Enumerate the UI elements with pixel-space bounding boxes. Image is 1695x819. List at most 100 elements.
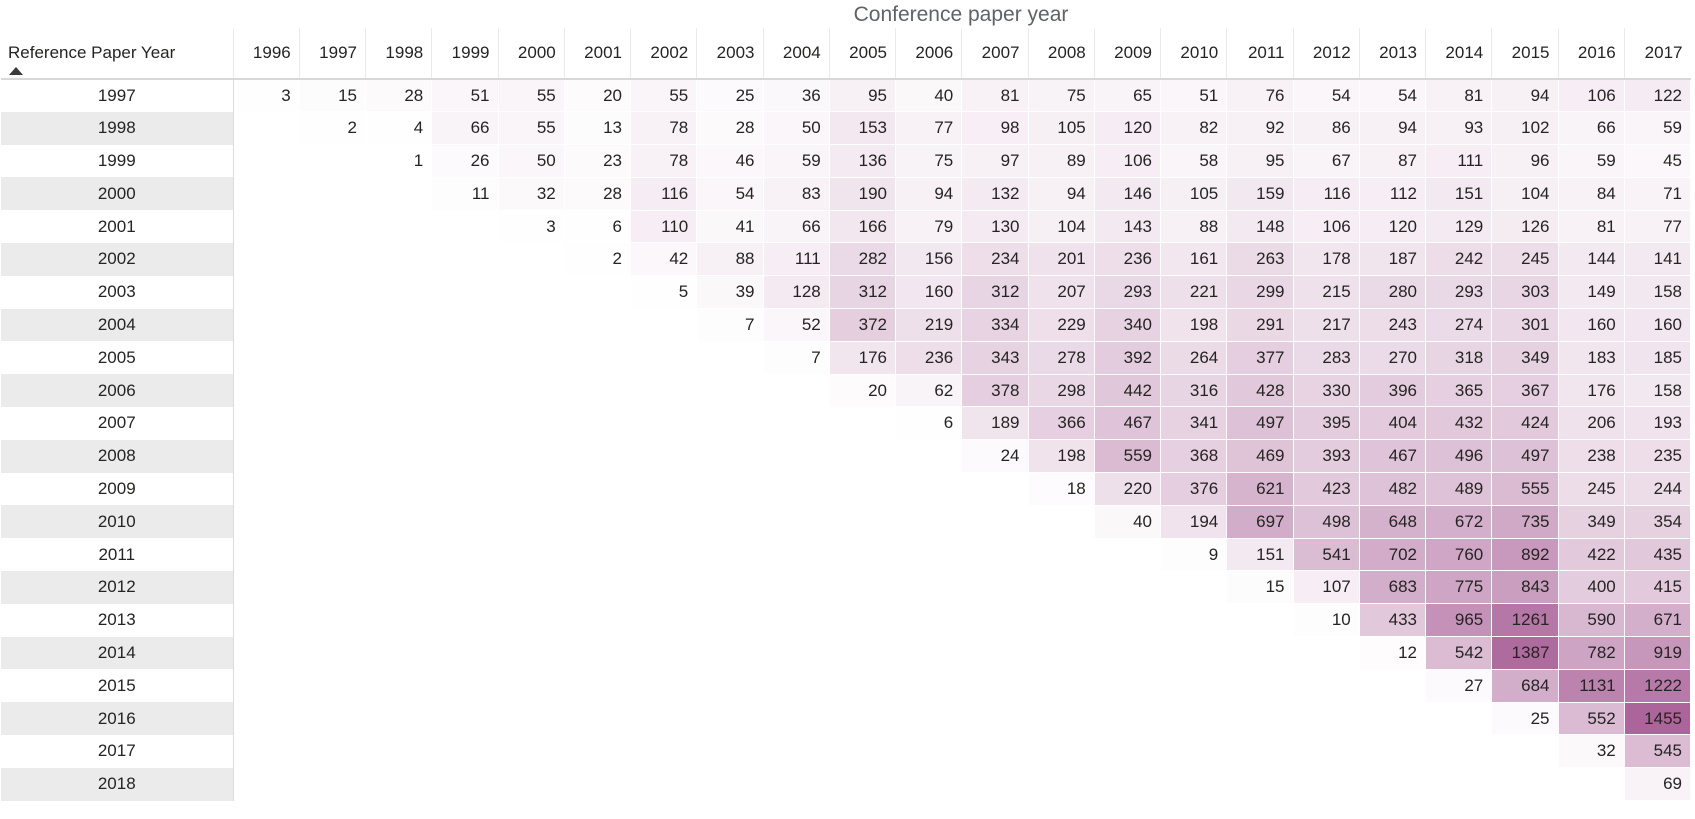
cell-1998-2010[interactable]: 82: [1160, 111, 1228, 146]
cell-2009-2010[interactable]: 376: [1160, 472, 1228, 506]
cell-1998-2017[interactable]: 59: [1624, 111, 1692, 146]
cell-1997-2015[interactable]: 94: [1491, 79, 1559, 113]
cell-2008-2013[interactable]: 467: [1359, 439, 1427, 474]
cell-1999-2007[interactable]: 97: [961, 144, 1029, 178]
cell-1998-2016[interactable]: 66: [1558, 111, 1625, 146]
column-header-2001[interactable]: 2001: [563, 28, 631, 80]
row-header-2013[interactable]: 2013: [1, 603, 234, 637]
cell-2011-2015[interactable]: 892: [1491, 538, 1559, 572]
cell-2000-2000[interactable]: 32: [498, 177, 565, 211]
cell-2001-2011[interactable]: 148: [1226, 210, 1294, 244]
cell-2003-2014[interactable]: 293: [1425, 275, 1493, 310]
cell-2012-2014[interactable]: 775: [1425, 570, 1493, 605]
cell-2012-2017[interactable]: 415: [1624, 570, 1692, 605]
cell-2006-2016[interactable]: 176: [1558, 374, 1625, 408]
cell-1998-2003[interactable]: 28: [696, 111, 764, 146]
cell-2013-2013[interactable]: 433: [1359, 603, 1427, 638]
cell-1998-2000[interactable]: 55: [498, 111, 565, 146]
row-header-title[interactable]: Reference Paper Year: [1, 28, 233, 80]
cell-2014-2014[interactable]: 542: [1425, 636, 1493, 670]
column-header-2000[interactable]: 2000: [497, 28, 565, 80]
cell-1999-2004[interactable]: 59: [763, 144, 830, 178]
cell-2008-2008[interactable]: 198: [1028, 439, 1095, 474]
cell-2006-2015[interactable]: 367: [1491, 374, 1559, 408]
cell-2004-2011[interactable]: 291: [1226, 308, 1294, 342]
cell-2005-2010[interactable]: 264: [1160, 341, 1228, 375]
cell-2000-2003[interactable]: 54: [696, 177, 764, 211]
cell-2005-2006[interactable]: 236: [895, 341, 963, 375]
sort-ascending-icon[interactable]: [9, 67, 23, 75]
cell-1997-2013[interactable]: 54: [1359, 79, 1427, 113]
cell-2000-2013[interactable]: 112: [1359, 177, 1427, 211]
cell-2002-2002[interactable]: 42: [630, 242, 698, 277]
cell-2008-2017[interactable]: 235: [1624, 439, 1692, 474]
column-header-2016[interactable]: 2016: [1557, 28, 1625, 80]
cell-2008-2015[interactable]: 497: [1491, 439, 1559, 474]
row-header-2010[interactable]: 2010: [1, 505, 234, 539]
cell-2016-2017[interactable]: 1455: [1624, 702, 1692, 736]
row-header-2016[interactable]: 2016: [1, 702, 234, 735]
column-header-2002[interactable]: 2002: [629, 28, 697, 80]
cell-1997-2005[interactable]: 95: [829, 79, 897, 113]
cell-2001-2002[interactable]: 110: [630, 210, 698, 244]
cell-2001-2006[interactable]: 79: [895, 210, 963, 244]
cell-1997-2010[interactable]: 51: [1160, 79, 1228, 113]
cell-2008-2012[interactable]: 393: [1293, 439, 1360, 474]
cell-1997-2003[interactable]: 25: [696, 79, 764, 113]
column-header-2011[interactable]: 2011: [1226, 28, 1293, 80]
cell-2000-2017[interactable]: 71: [1624, 177, 1692, 211]
column-header-1999[interactable]: 1999: [431, 28, 498, 80]
cell-2003-2011[interactable]: 299: [1226, 275, 1294, 310]
row-header-2001[interactable]: 2001: [1, 210, 234, 243]
cell-1999-2000[interactable]: 50: [498, 144, 565, 178]
cell-1997-1999[interactable]: 51: [431, 79, 499, 113]
cell-2010-2015[interactable]: 735: [1491, 505, 1559, 539]
cell-2007-2012[interactable]: 395: [1293, 406, 1360, 441]
cell-2015-2014[interactable]: 27: [1425, 669, 1493, 703]
cell-1997-1997[interactable]: 15: [299, 79, 367, 113]
cell-2004-2008[interactable]: 229: [1028, 308, 1095, 342]
row-header-2004[interactable]: 2004: [1, 308, 234, 342]
cell-1997-1998[interactable]: 28: [365, 79, 433, 113]
cell-1998-1997[interactable]: 2: [299, 111, 367, 146]
cell-2010-2011[interactable]: 697: [1226, 505, 1294, 539]
cell-2002-2005[interactable]: 282: [829, 242, 897, 277]
cell-2011-2017[interactable]: 435: [1624, 538, 1692, 572]
cell-2002-2010[interactable]: 161: [1160, 242, 1228, 277]
cell-2003-2010[interactable]: 221: [1160, 275, 1228, 310]
cell-1999-2003[interactable]: 46: [696, 144, 764, 178]
cell-2003-2002[interactable]: 5: [630, 275, 698, 310]
cell-1999-2013[interactable]: 87: [1359, 144, 1427, 178]
cell-2004-2005[interactable]: 372: [829, 308, 897, 342]
cell-2001-2003[interactable]: 41: [696, 210, 764, 244]
cell-2010-2010[interactable]: 194: [1160, 505, 1228, 539]
row-header-2008[interactable]: 2008: [1, 439, 234, 473]
cell-2012-2016[interactable]: 400: [1558, 570, 1625, 605]
cell-1999-2001[interactable]: 23: [564, 144, 632, 178]
cell-2000-2014[interactable]: 151: [1425, 177, 1493, 211]
cell-2011-2014[interactable]: 760: [1425, 538, 1493, 572]
cell-1997-2008[interactable]: 75: [1028, 79, 1095, 113]
cell-2008-2011[interactable]: 469: [1226, 439, 1294, 474]
cell-1999-2009[interactable]: 106: [1094, 144, 1162, 178]
column-header-2017[interactable]: 2017: [1623, 28, 1691, 80]
column-header-2004[interactable]: 2004: [762, 28, 830, 80]
cell-2006-2005[interactable]: 20: [829, 374, 897, 408]
cell-2009-2012[interactable]: 423: [1293, 472, 1360, 506]
cell-2007-2017[interactable]: 193: [1624, 406, 1692, 441]
cell-2012-2012[interactable]: 107: [1293, 570, 1360, 605]
cell-2010-2012[interactable]: 498: [1293, 505, 1360, 539]
cell-1997-2004[interactable]: 36: [763, 79, 830, 113]
cell-2007-2009[interactable]: 467: [1094, 406, 1162, 441]
cell-1998-2007[interactable]: 98: [961, 111, 1029, 146]
cell-2000-2012[interactable]: 116: [1293, 177, 1360, 211]
cell-1999-2015[interactable]: 96: [1491, 144, 1559, 178]
cell-1999-1998[interactable]: 1: [365, 144, 433, 178]
column-header-2010[interactable]: 2010: [1159, 28, 1227, 80]
cell-2006-2007[interactable]: 378: [961, 374, 1029, 408]
cell-2000-2010[interactable]: 105: [1160, 177, 1228, 211]
row-header-2005[interactable]: 2005: [1, 341, 234, 375]
row-header-1998[interactable]: 1998: [1, 111, 234, 145]
cell-1999-2017[interactable]: 45: [1624, 144, 1692, 178]
cell-2004-2007[interactable]: 334: [961, 308, 1029, 342]
